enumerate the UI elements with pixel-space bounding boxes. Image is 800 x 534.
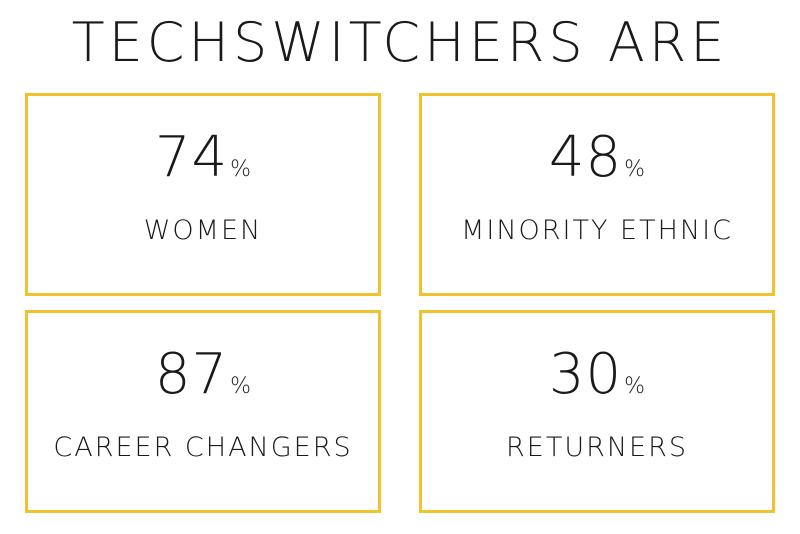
stat-number: 30 bbox=[548, 342, 623, 407]
percent-sign: % bbox=[230, 157, 252, 182]
stat-number: 48 bbox=[548, 125, 623, 190]
stat-card-women: 74% WOMEN bbox=[25, 93, 381, 296]
stat-value: 48% bbox=[422, 126, 772, 203]
stat-card-returners: 30% RETURNERS bbox=[419, 310, 775, 513]
stat-label: MINORITY ETHNIC bbox=[461, 215, 733, 246]
stat-number: 87 bbox=[154, 342, 229, 407]
stat-value: 30% bbox=[422, 343, 772, 420]
stat-card-career-changers: 87% CAREER CHANGERS bbox=[25, 310, 381, 513]
page-title: TECHSWITCHERS ARE bbox=[71, 11, 729, 74]
stat-label: WOMEN bbox=[143, 215, 263, 246]
stat-value: 87% bbox=[28, 343, 378, 420]
stat-number: 74 bbox=[154, 125, 229, 190]
percent-sign: % bbox=[230, 374, 252, 399]
stat-label: RETURNERS bbox=[506, 432, 688, 463]
stat-value: 74% bbox=[28, 126, 378, 203]
stat-card-minority-ethnic: 48% MINORITY ETHNIC bbox=[419, 93, 775, 296]
percent-sign: % bbox=[624, 374, 646, 399]
stat-label: CAREER CHANGERS bbox=[53, 432, 353, 463]
percent-sign: % bbox=[624, 157, 646, 182]
